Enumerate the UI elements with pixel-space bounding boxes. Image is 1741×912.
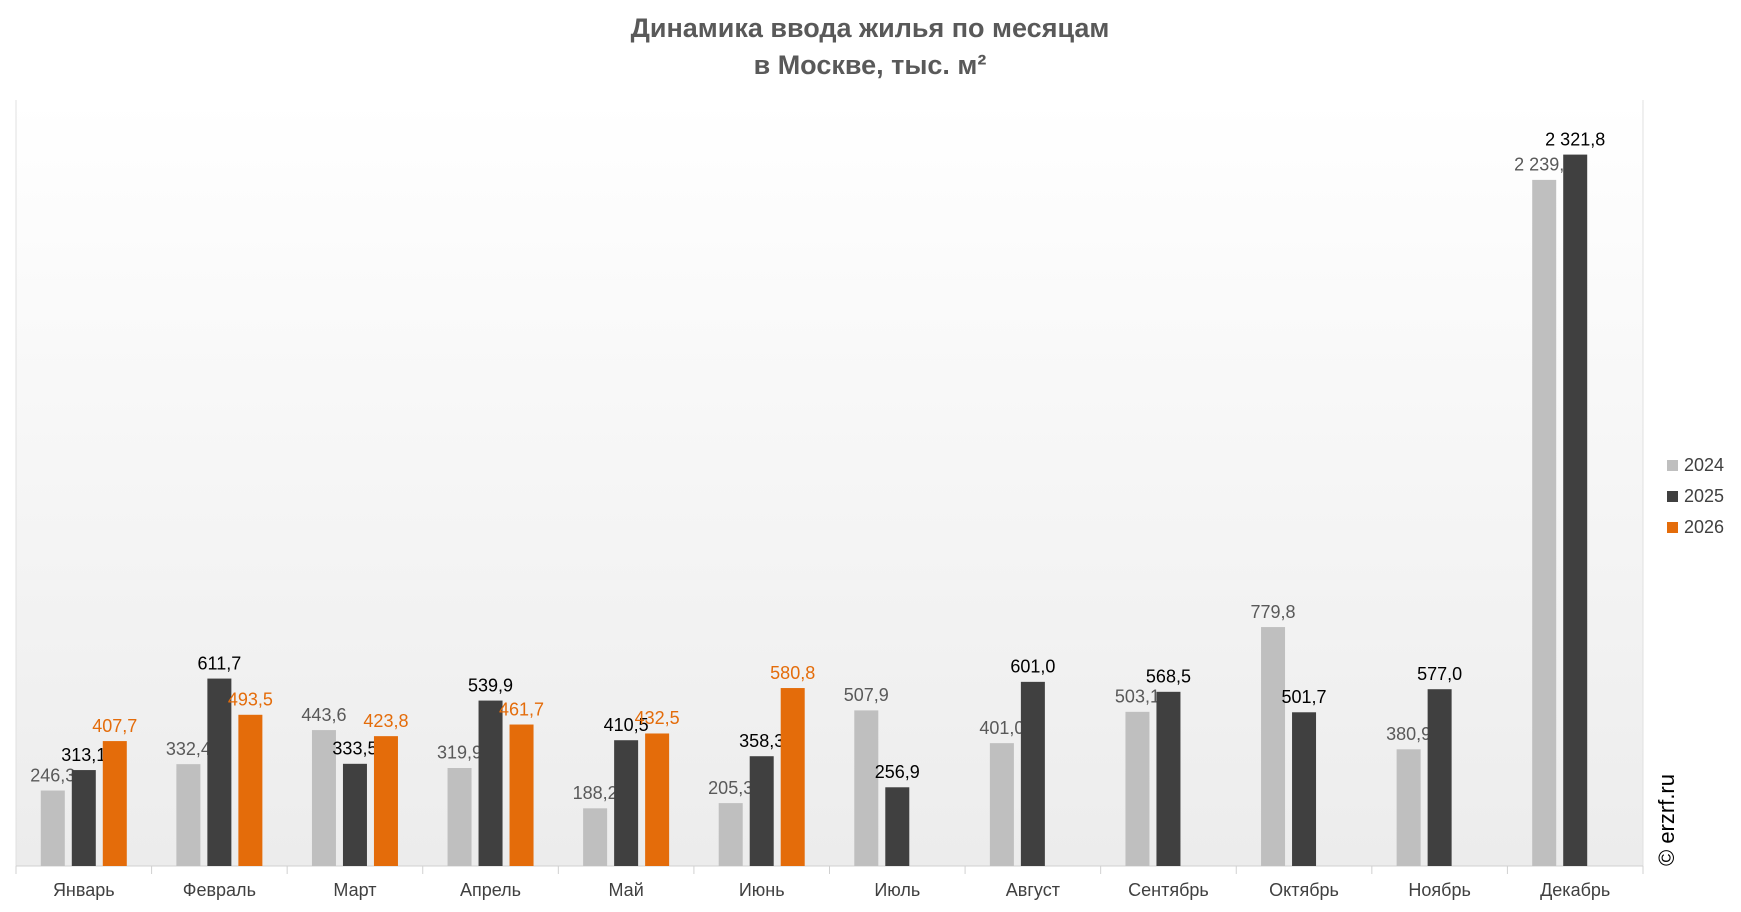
bar <box>1292 712 1317 866</box>
bar <box>989 743 1014 866</box>
data-label: 779,8 <box>1251 602 1296 622</box>
x-tick-label: Декабрь <box>1540 880 1610 900</box>
data-label: 432,5 <box>635 708 680 728</box>
x-tick-label: Май <box>608 880 643 900</box>
data-label: 407,7 <box>92 716 137 736</box>
x-tick-label: Январь <box>53 880 115 900</box>
bar <box>1396 749 1421 866</box>
data-label: 2 321,8 <box>1545 129 1605 149</box>
bar <box>478 700 503 866</box>
chart-title: Динамика ввода жилья по месяцам <box>631 13 1110 43</box>
data-label: 410,5 <box>604 715 649 735</box>
data-label: 188,2 <box>573 783 618 803</box>
bar <box>645 733 670 866</box>
data-label: 580,8 <box>770 663 815 683</box>
data-label: 577,0 <box>1417 664 1462 684</box>
x-tick-label: Июнь <box>739 880 785 900</box>
data-label: 256,9 <box>875 762 920 782</box>
bar <box>1261 627 1286 866</box>
x-tick-label: Июль <box>874 880 920 900</box>
bar <box>854 710 879 866</box>
bar <box>1427 689 1452 866</box>
data-label: 423,8 <box>363 711 408 731</box>
bar <box>207 678 232 866</box>
data-label: 507,9 <box>844 685 889 705</box>
bar <box>614 740 639 866</box>
data-label: 205,3 <box>708 778 753 798</box>
bar <box>1532 179 1557 866</box>
data-label: 319,9 <box>437 743 482 763</box>
bar <box>176 764 201 866</box>
chart-title: в Москве, тыс. м² <box>754 50 987 80</box>
plot-background <box>16 100 1643 866</box>
data-label: 333,5 <box>332 739 377 759</box>
legend-swatch <box>1667 522 1678 533</box>
data-label: 358,3 <box>739 731 784 751</box>
legend-label: 2024 <box>1684 455 1724 475</box>
data-label: 611,7 <box>198 653 242 673</box>
data-label: 539,9 <box>468 675 513 695</box>
x-tick-label: Апрель <box>460 880 521 900</box>
data-label: 2 239,3 <box>1514 155 1574 175</box>
bar <box>1156 691 1181 866</box>
bar <box>102 741 127 866</box>
bar <box>238 714 263 866</box>
bar <box>718 803 743 866</box>
data-label: 568,5 <box>1146 667 1191 687</box>
bar <box>583 808 608 866</box>
data-label: 503,1 <box>1115 687 1160 707</box>
x-tick-label: Август <box>1006 880 1060 900</box>
data-label: 493,5 <box>228 690 273 710</box>
data-label: 443,6 <box>301 705 346 725</box>
bar <box>373 736 398 866</box>
data-label: 401,0 <box>979 718 1024 738</box>
data-label: 601,0 <box>1010 657 1055 677</box>
x-tick-label: Февраль <box>183 880 256 900</box>
bar <box>749 756 774 866</box>
bar <box>447 767 472 866</box>
legend-swatch <box>1667 491 1678 502</box>
bar <box>311 730 336 866</box>
data-label: 380,9 <box>1386 724 1431 744</box>
bar <box>342 763 367 866</box>
x-tick-label: Октябрь <box>1269 880 1339 900</box>
data-label: 246,3 <box>30 765 75 785</box>
data-label: 313,1 <box>61 745 106 765</box>
x-tick-label: Ноябрь <box>1408 880 1470 900</box>
bar <box>509 724 534 866</box>
watermark: © erzrf.ru <box>1654 774 1679 866</box>
bar <box>71 770 96 866</box>
legend-label: 2025 <box>1684 486 1724 506</box>
x-tick-label: Сентябрь <box>1128 880 1209 900</box>
legend-swatch <box>1667 460 1678 471</box>
bar <box>1125 711 1150 866</box>
data-label: 501,7 <box>1282 687 1327 707</box>
bar <box>780 688 805 866</box>
bar <box>1563 154 1588 867</box>
data-label: 332,4 <box>166 739 211 759</box>
bar <box>40 790 65 866</box>
bar <box>885 787 910 866</box>
legend-label: 2026 <box>1684 517 1724 537</box>
data-label: 461,7 <box>499 699 544 719</box>
bar <box>1020 681 1045 866</box>
x-tick-label: Март <box>333 880 376 900</box>
